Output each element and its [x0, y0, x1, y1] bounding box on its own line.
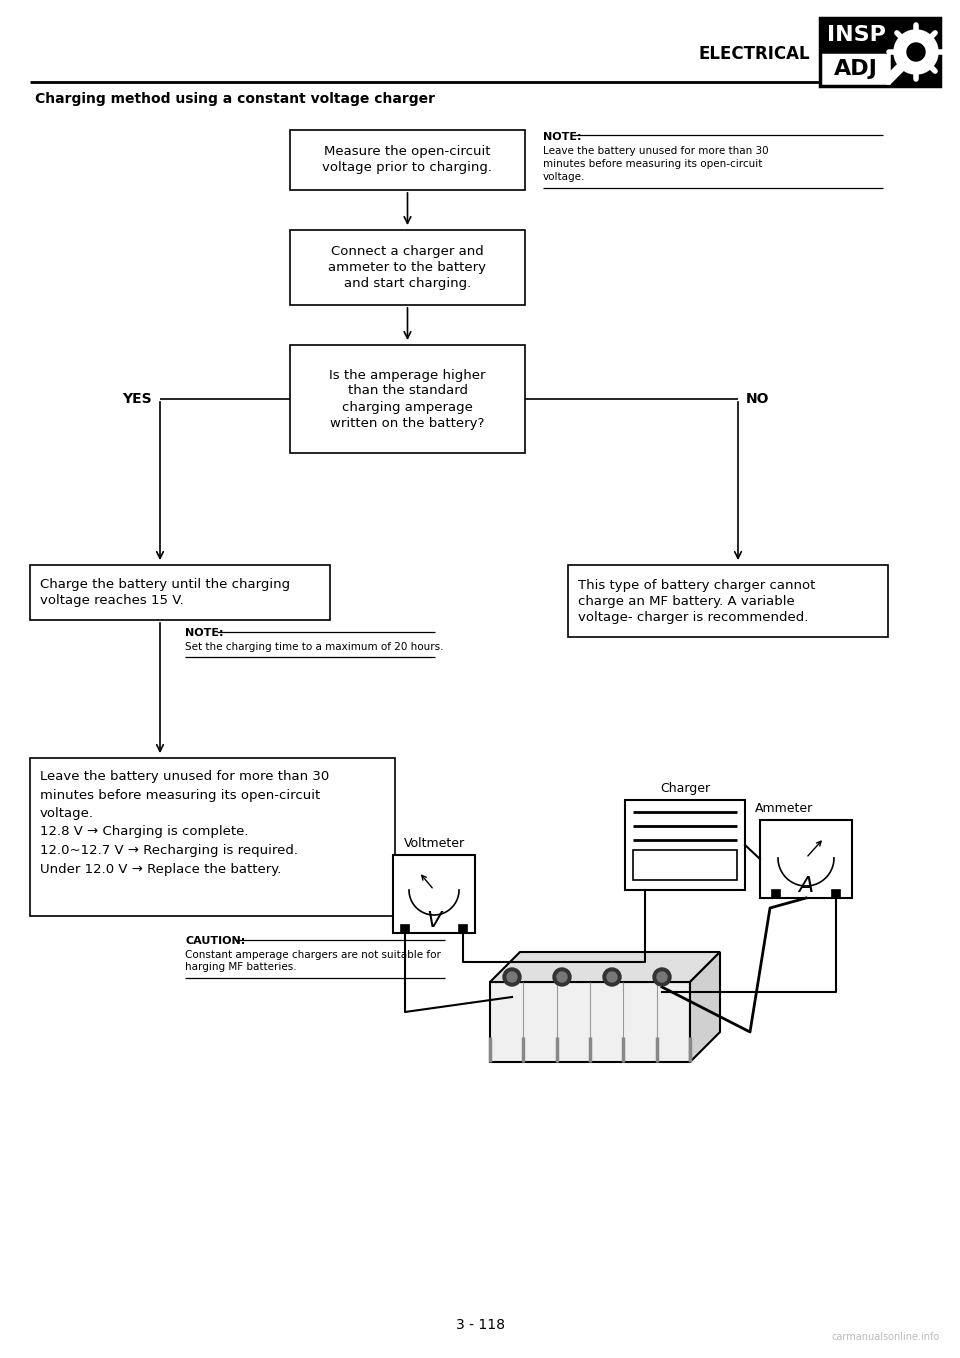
Text: YES: YES [122, 392, 152, 406]
Text: NO: NO [746, 392, 770, 406]
Polygon shape [690, 952, 720, 1062]
Text: carmanualsonline.info: carmanualsonline.info [831, 1332, 940, 1342]
Bar [832, 889, 840, 898]
Text: A: A [799, 876, 814, 896]
Bar [30, 758, 395, 917]
Circle shape [503, 968, 521, 986]
Circle shape [603, 968, 621, 986]
Text: ADJ: ADJ [834, 58, 878, 79]
Circle shape [553, 968, 571, 986]
Text: Constant amperage chargers are not suitable for
harging MF batteries.: Constant amperage chargers are not suita… [185, 951, 441, 972]
Text: INSP: INSP [827, 24, 885, 45]
Bar [772, 889, 780, 898]
Bar [760, 820, 852, 898]
Text: Ammeter: Ammeter [755, 803, 813, 815]
Bar [820, 18, 892, 52]
Bar [393, 856, 475, 933]
Text: V: V [426, 911, 442, 932]
Bar [820, 18, 940, 86]
Text: Charging method using a constant voltage charger: Charging method using a constant voltage… [35, 92, 435, 106]
Text: Set the charging time to a maximum of 20 hours.: Set the charging time to a maximum of 20… [185, 642, 444, 652]
Text: Voltmeter: Voltmeter [403, 837, 465, 850]
Bar [290, 230, 525, 306]
Bar [459, 925, 467, 933]
Bar [290, 345, 525, 454]
Text: Measure the open-circuit
voltage prior to charging.: Measure the open-circuit voltage prior t… [323, 145, 492, 174]
Polygon shape [490, 952, 720, 982]
Text: Charger: Charger [660, 782, 710, 794]
Text: NOTE:: NOTE: [185, 627, 224, 638]
Bar [490, 982, 690, 1062]
Bar [30, 565, 330, 621]
Circle shape [507, 972, 517, 982]
Text: 3 - 118: 3 - 118 [455, 1319, 505, 1332]
Text: This type of battery charger cannot
charge an MF battery. A variable
voltage- ch: This type of battery charger cannot char… [578, 579, 815, 623]
Text: Connect a charger and
ammeter to the battery
and start charging.: Connect a charger and ammeter to the bat… [328, 244, 487, 291]
Circle shape [653, 968, 671, 986]
Text: CAUTION:: CAUTION: [185, 936, 245, 947]
Text: Is the amperage higher
than the standard
charging amperage
written on the batter: Is the amperage higher than the standard… [329, 368, 486, 429]
Circle shape [657, 972, 667, 982]
Bar [401, 925, 409, 933]
Circle shape [607, 972, 617, 982]
Bar [892, 18, 940, 86]
Bar [625, 800, 745, 889]
Text: Charge the battery until the charging
voltage reaches 15 V.: Charge the battery until the charging vo… [40, 579, 290, 607]
Circle shape [557, 972, 567, 982]
Bar [633, 850, 737, 880]
Polygon shape [894, 30, 938, 73]
Bar [290, 130, 525, 190]
Bar [568, 565, 888, 637]
Text: ELECTRICAL: ELECTRICAL [698, 45, 810, 62]
Text: NOTE:: NOTE: [543, 132, 582, 143]
Text: Leave the battery unused for more than 30
minutes before measuring its open-circ: Leave the battery unused for more than 3… [40, 770, 329, 876]
Text: Leave the battery unused for more than 30
minutes before measuring its open-circ: Leave the battery unused for more than 3… [543, 147, 769, 182]
Polygon shape [907, 43, 925, 61]
